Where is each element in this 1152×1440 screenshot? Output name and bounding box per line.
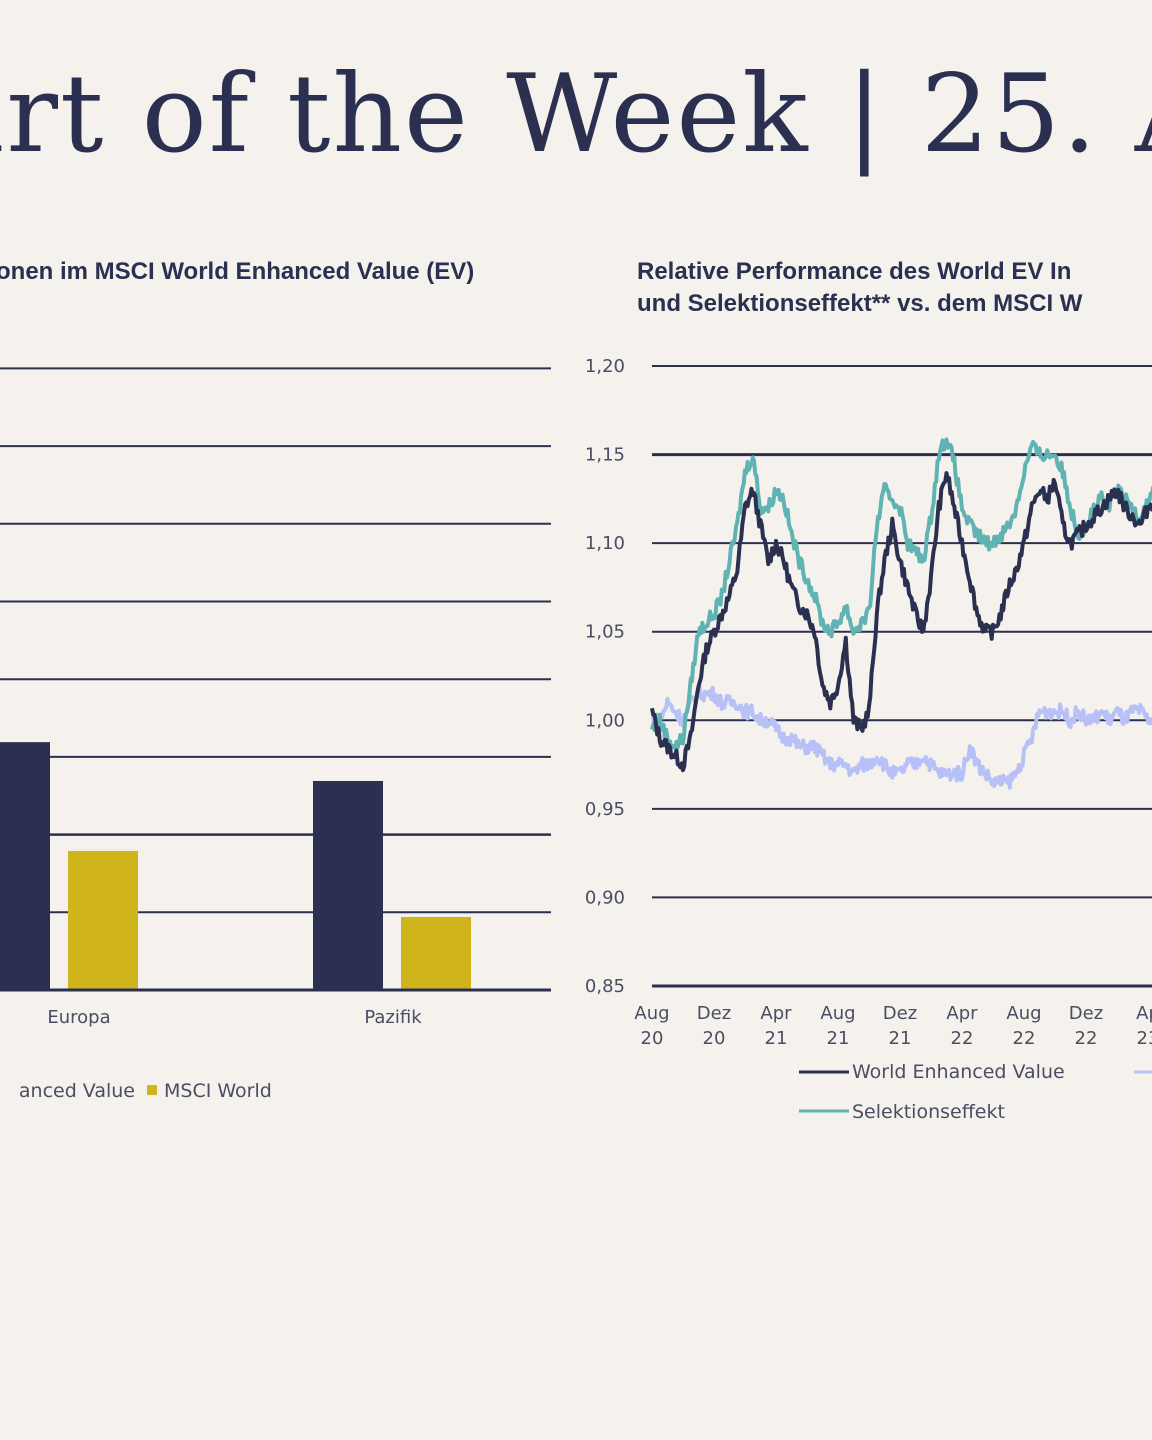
legend-selection-label: Selektionseffekt [852,1101,1005,1123]
y-tick-label: 1,20 [585,356,625,377]
x-tick-month: Ap [1136,1003,1152,1024]
bar-category-label: Pazifik [364,1007,422,1028]
y-tick-label: 0,90 [585,887,625,908]
x-tick-month: Dez [697,1003,731,1024]
bar-pazifik-0 [313,780,383,990]
y-tick-label: 1,10 [585,533,625,554]
x-tick-year: 21 [889,1028,912,1049]
line-chart-title-line2-a: und Selektionseffekt** vs. dem [637,290,994,317]
line-chart-title-line1-b: World EV In [937,258,1072,285]
x-tick-year: 22 [1075,1028,1098,1049]
bar-chart-title-part1: onen im [0,258,95,285]
bar-chart-title: onen im MSCI World Enhanced Value (EV) [0,256,474,288]
line-chart-title: Relative Performance des World EV In und… [637,256,1082,320]
legend-ev-label: World Enhanced Value [852,1061,1065,1083]
bar-chart-title-part2: MSCI World Enhanced Value (EV) [94,258,475,285]
x-tick-month: Dez [1069,1003,1103,1024]
page-title: art of the Week | 25. A [0,52,1152,177]
line-chart-title-line2-b: MSCI W [993,290,1083,317]
y-tick-label: 1,00 [585,710,625,731]
line-chart: 1,20 1,15 1,10 1,05 1,00 0,95 0,90 0,85 Aug 20 Dez… [585,356,1152,1123]
series-line-selektionseffekt [650,437,1152,751]
x-tick-year: 21 [827,1028,850,1049]
y-tick-label: 1,15 [585,445,625,466]
bar-legend-ev-label: anced Value [19,1080,135,1102]
bar-europa-0 [0,742,50,990]
bar-pazifik-1 [401,916,471,990]
x-tick-year: 20 [703,1028,726,1049]
x-tick-month: Apr [760,1003,792,1024]
x-tick-year: 20 [641,1028,664,1049]
bar-chart: Europa Pazifik anced Value MSCI World [0,367,551,1102]
x-tick-month: Dez [883,1003,917,1024]
x-tick-year: 23 [1137,1028,1152,1049]
series-line-world-enhanced-value [650,471,1152,773]
line-chart-title-line1: Relative Performance des World EV In [637,256,1082,288]
y-tick-label: 0,85 [585,976,625,997]
x-tick-year: 22 [1013,1028,1036,1049]
bar-legend-msci-swatch [147,1085,157,1095]
y-tick-label: 0,95 [585,799,625,820]
x-tick-year: 22 [951,1028,974,1049]
x-tick-month: Aug [634,1003,669,1024]
y-tick-label: 1,05 [585,622,625,643]
line-chart-title-line2: und Selektionseffekt** vs. dem MSCI W [637,288,1082,320]
bar-category-label: Europa [47,1007,110,1028]
line-chart-title-line1-a: Relative Performance des [637,258,938,285]
x-tick-month: Aug [1006,1003,1041,1024]
x-tick-year: 21 [765,1028,788,1049]
series-line-benchmark [650,685,1152,790]
x-tick-month: Aug [820,1003,855,1024]
x-tick-month: Apr [946,1003,978,1024]
bar-legend-msci-label: MSCI World [164,1080,272,1102]
bar-europa-1 [68,850,138,990]
